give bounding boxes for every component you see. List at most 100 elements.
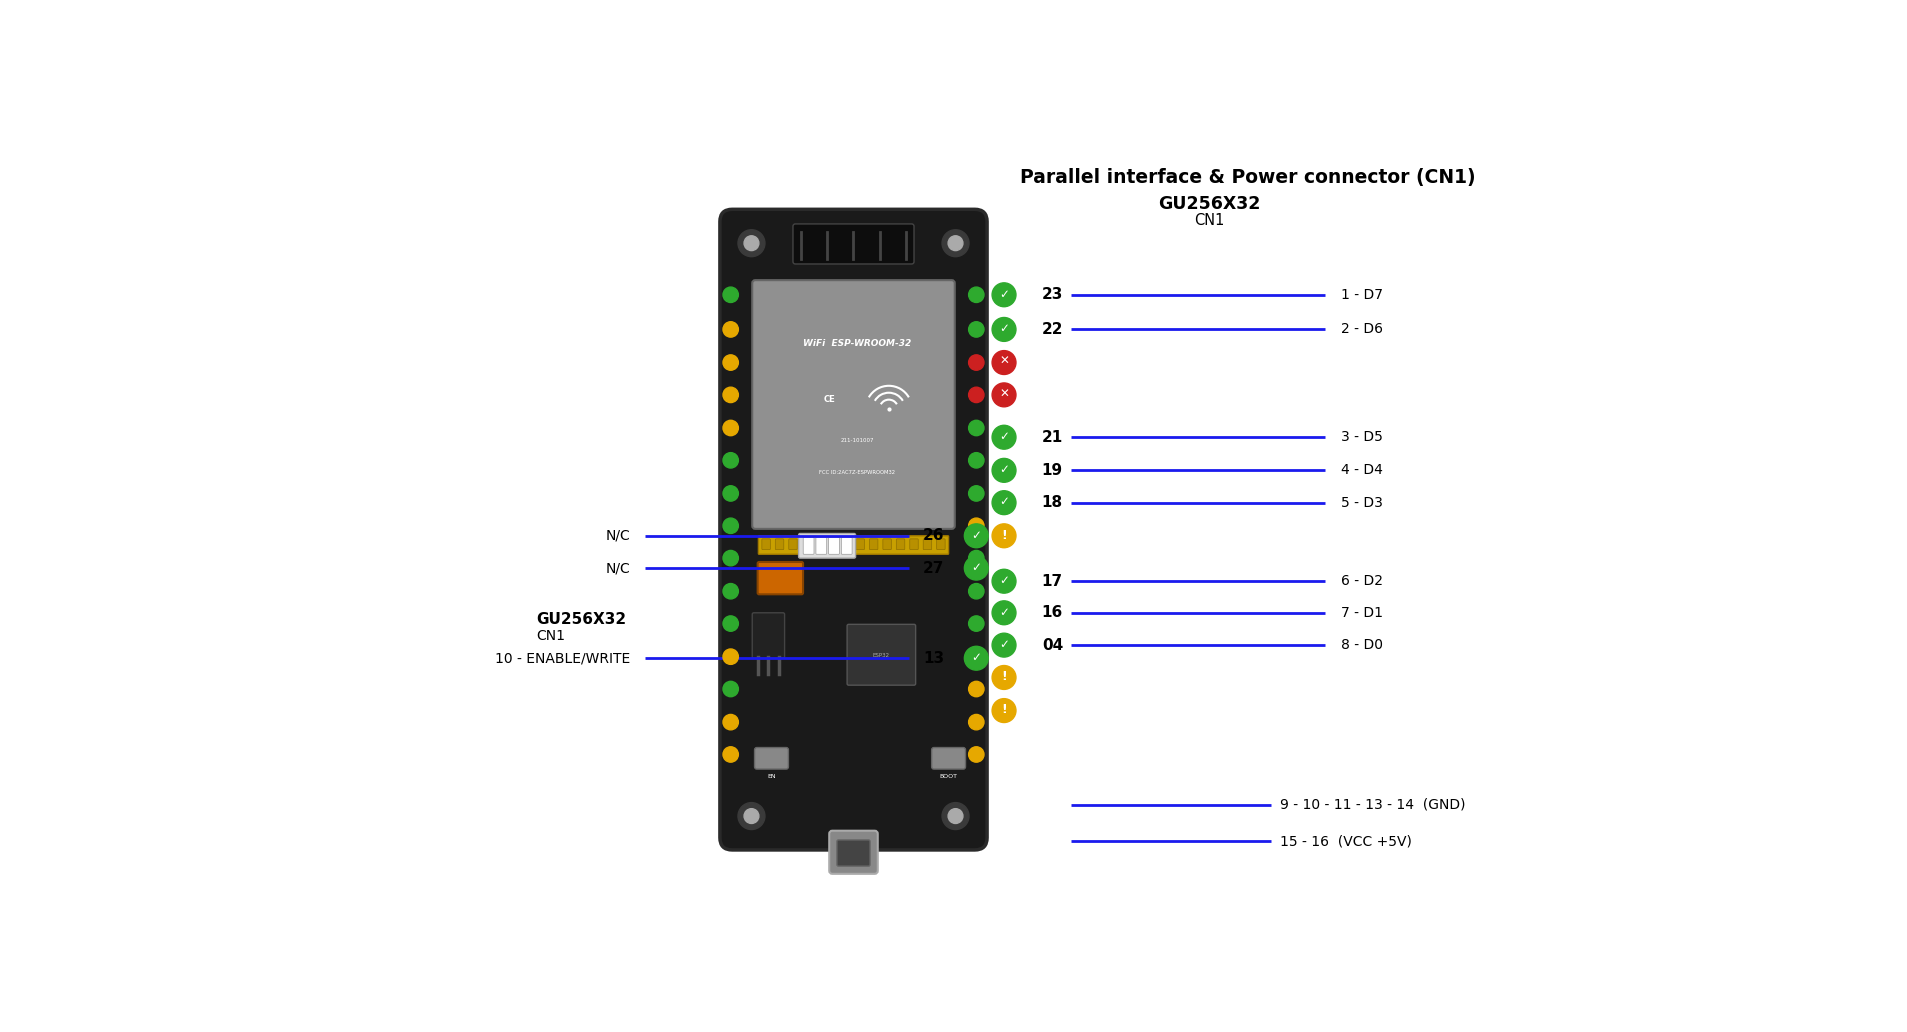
Circle shape [969, 453, 984, 469]
Text: ✕: ✕ [999, 388, 1009, 400]
Circle shape [963, 556, 988, 580]
FancyBboxPatch shape [830, 831, 877, 874]
Text: !: ! [1001, 704, 1007, 716]
FancyBboxPatch shape [910, 539, 917, 550]
Text: ✓: ✓ [999, 463, 1009, 476]
Circle shape [723, 681, 738, 697]
Circle shape [992, 666, 1015, 689]
Text: EN: EN [767, 774, 776, 779]
FancyBboxPatch shape [761, 539, 770, 550]
Circle shape [723, 550, 738, 566]
FancyBboxPatch shape [923, 539, 931, 550]
Circle shape [723, 649, 738, 665]
Circle shape [723, 420, 738, 436]
Circle shape [969, 486, 984, 502]
Text: 5 - D3: 5 - D3 [1341, 495, 1383, 510]
Circle shape [969, 583, 984, 599]
Circle shape [723, 583, 738, 599]
Circle shape [969, 355, 984, 370]
Circle shape [723, 616, 738, 632]
Circle shape [744, 809, 759, 824]
FancyBboxPatch shape [870, 539, 877, 550]
FancyBboxPatch shape [774, 539, 784, 550]
Text: ✓: ✓ [971, 560, 980, 574]
Text: ✓: ✓ [999, 495, 1009, 509]
Circle shape [992, 491, 1015, 515]
Text: FCC ID:2AC7Z-ESPWROOM32: FCC ID:2AC7Z-ESPWROOM32 [818, 470, 894, 475]
Circle shape [948, 809, 963, 824]
Text: N/C: N/C [606, 561, 629, 575]
Text: ✕: ✕ [999, 355, 1009, 368]
Circle shape [969, 518, 984, 534]
Text: 22: 22 [1041, 322, 1062, 336]
Text: CN1: CN1 [536, 628, 564, 643]
Text: 6 - D2: 6 - D2 [1341, 574, 1383, 588]
FancyBboxPatch shape [753, 747, 788, 769]
Text: 3 - D5: 3 - D5 [1341, 430, 1383, 444]
FancyBboxPatch shape [719, 209, 986, 850]
FancyBboxPatch shape [883, 539, 891, 550]
FancyBboxPatch shape [843, 539, 851, 550]
Circle shape [969, 649, 984, 665]
FancyBboxPatch shape [837, 840, 870, 866]
Text: 211-101007: 211-101007 [841, 439, 873, 444]
Circle shape [969, 714, 984, 730]
Text: 04: 04 [1041, 638, 1062, 652]
Circle shape [969, 747, 984, 763]
Circle shape [969, 322, 984, 337]
Circle shape [969, 681, 984, 697]
Circle shape [992, 351, 1015, 375]
Circle shape [723, 486, 738, 502]
Text: GU256X32: GU256X32 [536, 612, 625, 627]
Circle shape [992, 634, 1015, 657]
Text: 1 - D7: 1 - D7 [1341, 288, 1383, 301]
FancyBboxPatch shape [816, 538, 826, 554]
Text: 23: 23 [1041, 287, 1062, 302]
Text: ESP32: ESP32 [871, 652, 889, 657]
Text: ✓: ✓ [999, 322, 1009, 335]
Text: ✓: ✓ [999, 574, 1009, 587]
Circle shape [992, 458, 1015, 482]
FancyBboxPatch shape [936, 539, 944, 550]
FancyBboxPatch shape [803, 538, 814, 554]
Text: 27: 27 [923, 560, 944, 576]
Text: ✓: ✓ [999, 606, 1009, 618]
Text: !: ! [1001, 670, 1007, 683]
Circle shape [992, 601, 1015, 624]
Circle shape [948, 235, 963, 251]
Text: 2 - D6: 2 - D6 [1341, 322, 1383, 336]
Text: Parallel interface & Power connector (CN1): Parallel interface & Power connector (CN… [1020, 168, 1476, 187]
Circle shape [969, 387, 984, 402]
FancyBboxPatch shape [841, 538, 852, 554]
Text: BOOT: BOOT [938, 774, 957, 779]
FancyBboxPatch shape [751, 613, 784, 658]
Text: ✓: ✓ [971, 651, 980, 664]
Text: 4 - D4: 4 - D4 [1341, 463, 1383, 478]
Circle shape [992, 570, 1015, 593]
FancyBboxPatch shape [856, 539, 864, 550]
Circle shape [969, 616, 984, 632]
Text: N/C: N/C [606, 528, 629, 543]
FancyBboxPatch shape [757, 536, 948, 554]
Circle shape [738, 230, 765, 257]
Text: !: ! [1001, 528, 1007, 542]
Circle shape [723, 322, 738, 337]
Circle shape [969, 420, 984, 436]
Text: 21: 21 [1041, 429, 1062, 445]
FancyBboxPatch shape [830, 539, 837, 550]
Circle shape [992, 283, 1015, 307]
Text: 16: 16 [1041, 606, 1062, 620]
Circle shape [738, 803, 765, 830]
Circle shape [723, 287, 738, 302]
Text: ✓: ✓ [999, 638, 1009, 651]
FancyBboxPatch shape [751, 280, 954, 528]
Circle shape [992, 318, 1015, 342]
Circle shape [942, 230, 969, 257]
Circle shape [992, 699, 1015, 722]
Text: 18: 18 [1041, 495, 1062, 510]
Text: 13: 13 [923, 651, 944, 666]
FancyBboxPatch shape [757, 562, 803, 594]
Circle shape [723, 518, 738, 534]
Circle shape [992, 524, 1015, 548]
FancyBboxPatch shape [788, 539, 797, 550]
